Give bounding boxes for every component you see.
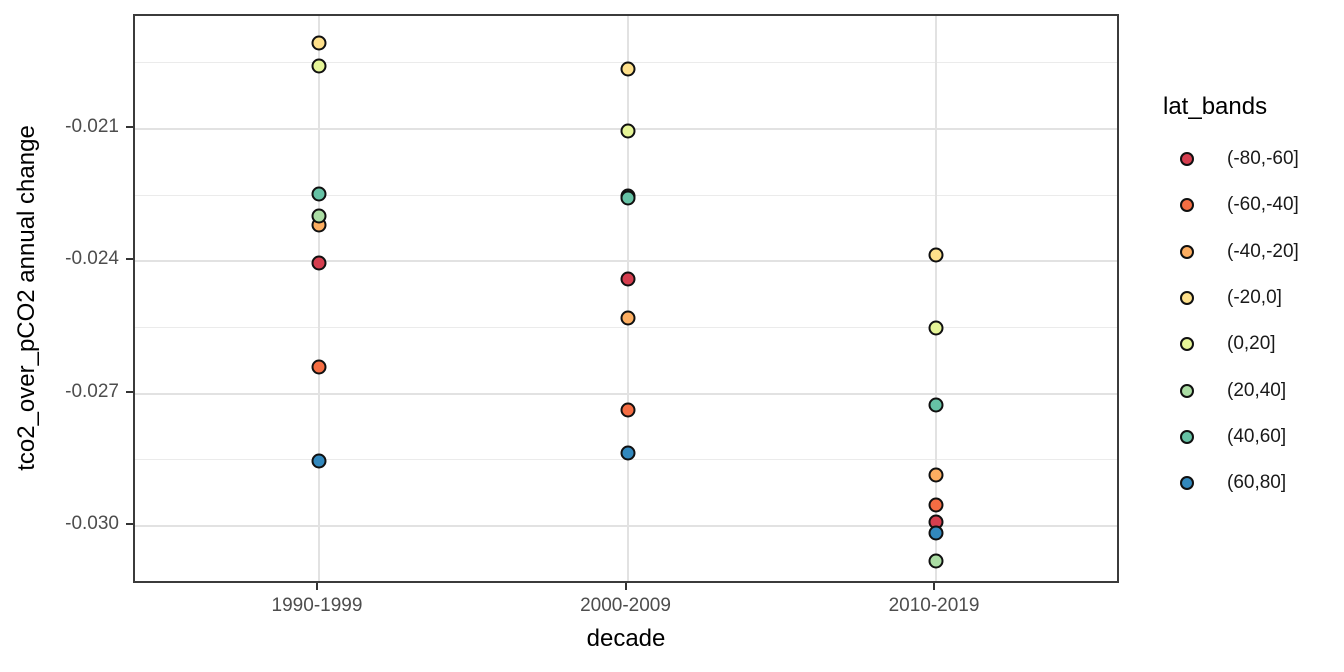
data-point — [928, 320, 944, 336]
x-axis-tick — [624, 583, 627, 590]
data-point — [620, 445, 635, 461]
legend-key-dot — [1180, 244, 1194, 259]
legend-item-label: (40,60] — [1227, 425, 1287, 447]
legend-key-dot — [1180, 429, 1194, 444]
data-point — [311, 255, 327, 271]
gridline-vertical — [626, 16, 629, 581]
data-point — [620, 61, 635, 77]
gridline-vertical — [317, 16, 320, 581]
data-point — [928, 525, 944, 541]
data-point — [311, 359, 327, 375]
x-axis-title: decade — [586, 625, 666, 652]
legend-item-label: (-80,-60] — [1227, 148, 1299, 169]
legend-item-label: (-40,-20] — [1227, 240, 1299, 262]
y-tick-label: -0.030 — [65, 512, 119, 534]
data-point — [311, 186, 327, 202]
y-axis-tick — [126, 125, 133, 128]
legend-key-dot — [1180, 337, 1194, 352]
legend-item-label: (20,40] — [1227, 379, 1287, 401]
data-point — [311, 453, 327, 469]
x-axis-tick — [933, 583, 936, 590]
x-tick-label: 1990-1999 — [271, 595, 363, 616]
legend-title: lat_bands — [1163, 93, 1268, 120]
gridline-major-horizontal — [135, 392, 1117, 395]
data-point — [620, 271, 635, 287]
legend-item: (0,20] — [1180, 332, 1276, 356]
gridline-major-horizontal — [135, 260, 1117, 263]
data-point — [311, 35, 327, 51]
gridline-vertical — [935, 16, 938, 581]
legend-item: (-60,-40] — [1180, 193, 1299, 217]
data-point — [620, 123, 635, 139]
legend-key-dot — [1180, 198, 1194, 213]
x-tick-label: 2010-2019 — [888, 595, 980, 616]
data-point — [620, 190, 635, 206]
legend-item-label: (-20,0] — [1227, 286, 1282, 308]
gridline-minor-horizontal — [135, 326, 1117, 328]
x-tick-label: 2000-2009 — [580, 595, 671, 616]
data-point — [311, 208, 327, 224]
y-tick-label: -0.027 — [65, 380, 119, 402]
legend-item: (60,80] — [1180, 471, 1286, 495]
data-point — [928, 553, 944, 569]
data-point — [928, 467, 944, 483]
gridline-major-horizontal — [135, 524, 1117, 527]
legend-item-label: (0,20] — [1227, 333, 1276, 355]
data-point — [928, 397, 944, 413]
y-axis-tick — [126, 390, 133, 393]
y-axis-title: tco2_over_pCO2 annual change — [13, 125, 40, 471]
legend-key-dot — [1180, 383, 1194, 398]
legend-key-dot — [1180, 152, 1194, 166]
data-point — [928, 497, 944, 513]
legend-item: (40,60] — [1180, 425, 1286, 449]
legend-item: (20,40] — [1180, 379, 1286, 403]
data-point — [311, 58, 327, 74]
legend-key-dot — [1180, 476, 1194, 491]
y-axis-tick — [126, 522, 133, 525]
plot-panel — [133, 14, 1119, 583]
legend-item: (-40,-20] — [1180, 240, 1299, 264]
legend-key-dot — [1180, 290, 1194, 305]
legend-item-label: (-60,-40] — [1227, 194, 1299, 216]
y-axis-tick — [126, 258, 133, 261]
data-point — [620, 402, 635, 418]
legend-item-label: (60,80] — [1227, 472, 1287, 494]
legend-item: (-20,0] — [1180, 286, 1282, 310]
legend-item: (-80,-60] — [1180, 147, 1299, 171]
x-axis-tick — [315, 583, 318, 590]
y-tick-label: -0.021 — [65, 115, 119, 137]
data-point — [620, 310, 635, 326]
y-tick-label: -0.024 — [65, 248, 119, 270]
data-point — [928, 247, 944, 263]
